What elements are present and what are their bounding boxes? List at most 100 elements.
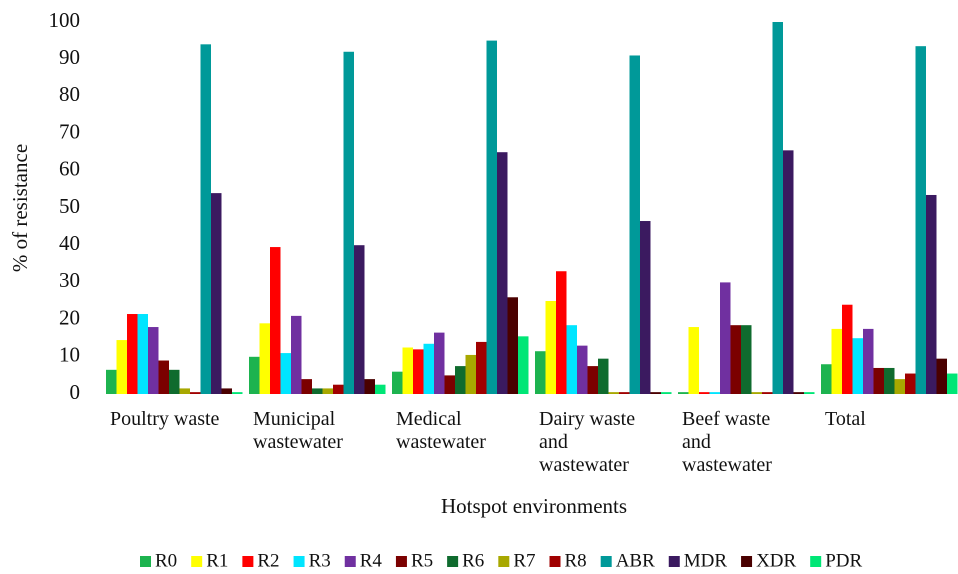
- x-tick-label: Medical wastewater: [396, 408, 486, 453]
- legend-label: R5: [411, 550, 433, 571]
- bar: [709, 392, 720, 394]
- bar: [699, 392, 710, 394]
- bar: [915, 46, 926, 395]
- bar: [852, 338, 863, 394]
- bar: [884, 367, 895, 394]
- bar: [566, 325, 577, 394]
- y-tick-label: 70: [59, 119, 80, 143]
- legend-swatch: [293, 556, 305, 567]
- legend-label: ABR: [616, 550, 655, 571]
- bar: [232, 392, 243, 394]
- bar: [364, 379, 375, 394]
- y-tick-label: 0: [70, 380, 81, 404]
- bar: [270, 247, 281, 394]
- legend-swatch: [498, 556, 510, 567]
- bar: [497, 152, 508, 394]
- legend-swatch: [395, 556, 407, 567]
- bar: [783, 150, 794, 394]
- bar: [936, 358, 947, 394]
- legend-swatch: [447, 556, 459, 567]
- bar: [392, 371, 403, 394]
- y-tick-label: 100: [49, 8, 81, 32]
- legend-label: R4: [360, 550, 383, 571]
- x-axis-label: Hotspot environments: [441, 494, 627, 518]
- bar: [821, 364, 832, 394]
- bar: [894, 379, 905, 394]
- bar: [730, 325, 741, 394]
- bar: [249, 356, 260, 394]
- x-tick-label: Beef waste and wastewater: [682, 408, 772, 476]
- bar: [650, 392, 661, 394]
- bar: [476, 341, 487, 394]
- bar: [678, 392, 689, 394]
- legend-label: R3: [309, 550, 331, 571]
- bar: [608, 392, 619, 394]
- bar: [116, 340, 127, 394]
- bar: [179, 388, 190, 394]
- bar: [863, 328, 874, 394]
- bar: [556, 271, 567, 394]
- legend-label: R0: [155, 550, 177, 571]
- x-tick-label: Poultry waste: [110, 408, 220, 430]
- y-tick-label: 20: [59, 305, 80, 329]
- bar: [106, 369, 117, 394]
- bar: [434, 332, 445, 394]
- y-tick-label: 30: [59, 268, 80, 292]
- bar: [598, 358, 609, 394]
- bar: [354, 245, 365, 394]
- bar: [211, 193, 222, 394]
- bar: [873, 367, 884, 394]
- bar: [190, 392, 201, 394]
- bar: [301, 379, 312, 394]
- legend-swatch: [810, 556, 822, 567]
- bar: [312, 388, 323, 394]
- x-tick-label: Total: [825, 408, 866, 430]
- bar: [741, 325, 752, 394]
- bar: [148, 327, 159, 394]
- bar: [507, 297, 518, 394]
- bar: [127, 314, 138, 394]
- bar: [343, 51, 354, 394]
- legend-label: R6: [462, 550, 484, 571]
- bar: [455, 366, 466, 394]
- legend-label: XDR: [756, 550, 796, 571]
- bar: [751, 392, 762, 394]
- legend-swatch: [549, 556, 561, 567]
- x-tick-label: Dairy waste and wastewater: [539, 408, 636, 476]
- bar: [587, 366, 598, 394]
- bar: [804, 392, 815, 394]
- bar: [333, 384, 344, 394]
- bar: [423, 343, 434, 394]
- y-tick-label: 90: [59, 45, 80, 69]
- legend-swatch: [600, 556, 612, 567]
- bar: [259, 323, 270, 394]
- bar: [661, 392, 672, 394]
- bar: [905, 373, 916, 394]
- y-tick-label: 50: [59, 194, 80, 218]
- bar: [926, 194, 937, 394]
- legend-label: R2: [257, 550, 279, 571]
- bar: [831, 328, 842, 394]
- bar: [280, 353, 291, 394]
- y-tick-label: 80: [59, 82, 80, 106]
- legend-label: R8: [565, 550, 587, 571]
- bar: [169, 369, 180, 394]
- bar: [577, 345, 588, 394]
- bar: [291, 315, 302, 394]
- bar: [465, 354, 476, 394]
- bar: [322, 388, 333, 394]
- bar: [688, 327, 699, 394]
- bar: [640, 221, 651, 394]
- y-axis-label: % of resistance: [8, 144, 32, 272]
- legend-swatch: [140, 556, 151, 567]
- legend-label: R1: [206, 550, 228, 571]
- legend-swatch: [242, 556, 254, 567]
- bar: [444, 375, 455, 394]
- bar: [158, 360, 169, 394]
- bar: [619, 392, 630, 394]
- y-tick-label: 60: [59, 157, 80, 181]
- legend-label: MDR: [684, 550, 728, 571]
- bar: [221, 388, 232, 394]
